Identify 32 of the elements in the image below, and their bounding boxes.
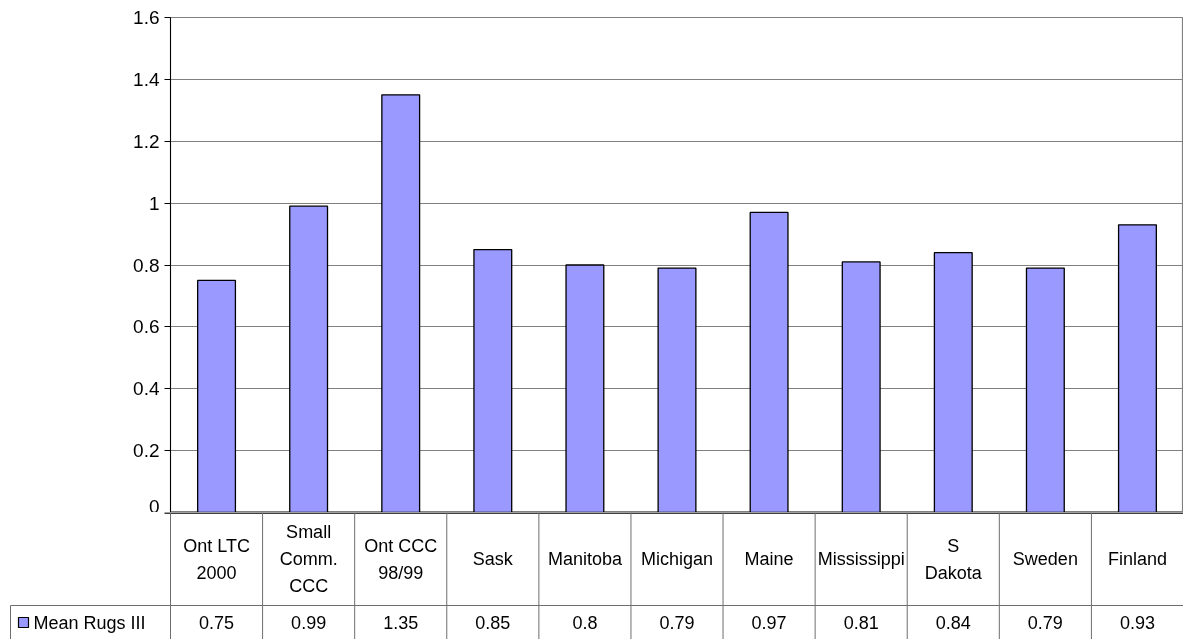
y-tick-label: 0.2 [133,440,160,462]
x-tick-label: Ont LTC 2000 [183,535,250,583]
data-label: 0.84 [935,613,971,633]
data-label: 0.97 [751,613,787,633]
x-tick-label: Ont CCC 98/99 [364,535,438,583]
y-tick-label: 0.4 [133,378,160,400]
data-label: 0.79 [1027,613,1063,633]
x-tick-label: Small Comm. CCC [279,522,338,596]
data-label: 0.75 [199,613,235,633]
data-label: 1.35 [383,613,419,633]
data-label: 0.81 [843,613,879,633]
data-label: 0.99 [291,613,327,633]
x-tick-label: Mississippi [817,549,905,569]
y-tick-label: 1.4 [133,68,160,90]
legend-label: Mean Rugs III [33,612,146,633]
y-tick-label: 1.2 [133,130,160,152]
x-tick-label: Michigan [640,549,714,569]
data-label: 0.85 [475,613,511,633]
x-tick-label: Sweden [1012,549,1078,569]
x-tick-label: Maine [744,549,794,569]
y-tick-label: 0.8 [133,254,160,276]
y-tick-label: 0 [148,495,160,517]
y-tick-label: 1.6 [133,7,160,28]
x-tick-label: Manitoba [547,549,623,569]
y-tick-label: 1 [148,192,160,214]
x-tick-label: Finland [1107,549,1167,569]
x-tick-label: S Dakota [924,535,983,583]
y-tick-label: 0.6 [133,316,160,338]
data-label: 0.8 [572,613,598,633]
data-label: 0.93 [1119,613,1155,633]
data-label: 0.79 [659,613,695,633]
x-tick-label: Sask [472,549,514,569]
